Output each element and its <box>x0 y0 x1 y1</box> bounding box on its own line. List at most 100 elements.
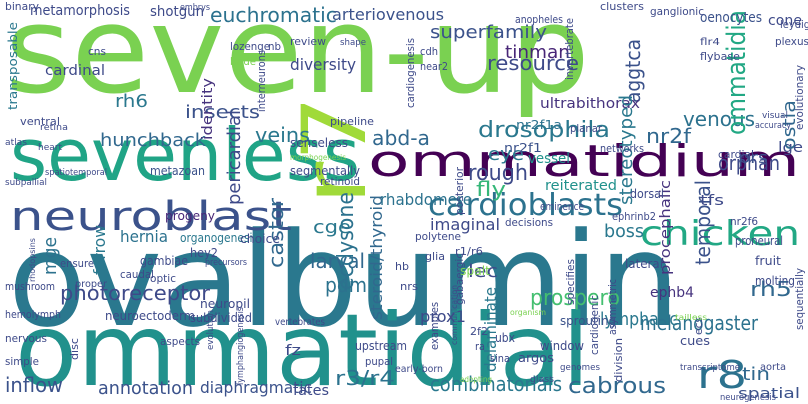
word: lymphatic <box>600 309 678 330</box>
word: adopting <box>460 375 492 384</box>
word: hey2 <box>190 246 218 260</box>
word: asymmetric <box>606 279 619 335</box>
word: mge <box>40 237 61 275</box>
word: r7 <box>283 95 386 205</box>
word: sprouting <box>560 314 616 328</box>
word: ventral <box>20 115 60 128</box>
word: anopheles <box>515 13 563 26</box>
word: ubx <box>495 331 515 345</box>
word: cabrous <box>568 374 666 399</box>
word: ecdysone <box>334 192 359 290</box>
word: ommatidia <box>722 10 752 135</box>
word: venous <box>683 107 755 131</box>
word: cns <box>88 45 106 58</box>
word: atlas <box>5 138 27 148</box>
word: organogenesis <box>180 231 258 245</box>
word: r8 <box>697 353 747 397</box>
word: ecs <box>692 317 705 335</box>
word: ganglionic <box>650 5 704 18</box>
word: tailless <box>675 313 707 322</box>
word: rh5 <box>750 277 792 301</box>
word: review <box>290 35 326 48</box>
word: plexus <box>775 35 808 48</box>
word: arteriovenous <box>332 5 444 24</box>
word: gambiae <box>140 254 188 268</box>
word: tin <box>742 364 770 385</box>
word: specifies <box>564 259 577 305</box>
word: decisions <box>505 216 553 229</box>
word: simple <box>5 355 39 368</box>
word: networks <box>600 142 644 155</box>
word: shape <box>340 38 366 48</box>
word: morphogenesis <box>290 153 346 162</box>
word: proper <box>75 279 108 290</box>
word: r1/r6 <box>455 245 483 258</box>
word: drosophila <box>478 118 610 143</box>
word: visual <box>762 111 788 121</box>
word: pupal <box>365 355 393 368</box>
word: seven-up <box>5 0 590 121</box>
word: abd-a <box>372 126 430 150</box>
word: insects <box>185 102 260 123</box>
word: hb <box>395 260 409 273</box>
word: lozenge <box>230 40 270 53</box>
word: aspects <box>160 335 200 348</box>
word: boss <box>604 221 644 242</box>
word: accuracy <box>755 121 792 131</box>
word: euchromatic <box>210 3 337 27</box>
word: transcriptome <box>680 363 740 373</box>
word: leydig <box>780 18 808 31</box>
word: molting <box>755 274 795 288</box>
word: delaminate <box>481 287 500 372</box>
word: neuroblast <box>10 194 292 240</box>
word: ovalbumin <box>8 204 680 356</box>
word: cardiogenesis <box>404 38 417 108</box>
word: fly <box>476 177 506 201</box>
word: division <box>612 338 625 382</box>
word: veins <box>255 123 310 147</box>
word: temporal <box>691 180 715 265</box>
word: proneural <box>735 234 783 248</box>
word: communication <box>450 285 459 345</box>
word: disc <box>68 338 81 360</box>
word: cardinal <box>45 63 105 79</box>
word: steroid/thyroid <box>367 195 386 320</box>
word: early-born <box>395 364 443 375</box>
word: retinoid <box>320 175 360 188</box>
word: neuropil <box>200 297 250 311</box>
word: aggtca <box>621 39 645 103</box>
word: flybase <box>700 50 740 63</box>
word: embrys <box>180 3 210 13</box>
word: pericardial <box>224 110 245 205</box>
word: combinatorials <box>430 372 562 396</box>
word: subdivided <box>190 311 252 325</box>
word: retina <box>40 123 68 133</box>
word: hunchback <box>100 130 207 151</box>
word: fates <box>293 383 329 399</box>
word: photoreceptor <box>60 281 211 305</box>
word: prs <box>738 148 768 167</box>
word: spatiotemporal <box>45 168 107 178</box>
word: spalt <box>460 264 490 278</box>
word: nr2f <box>646 124 692 148</box>
word: vertebrates <box>275 317 325 328</box>
word: cge <box>313 217 351 238</box>
word: rhabdomere <box>380 190 472 209</box>
word: rough <box>468 161 528 186</box>
word: identity <box>200 78 216 140</box>
word: sequentially <box>793 268 806 330</box>
word: lec <box>468 261 498 282</box>
word: polytene <box>415 230 461 243</box>
word: cdh <box>420 45 438 58</box>
word: nervous <box>5 332 47 345</box>
word: argos <box>518 351 554 365</box>
word: superfamily <box>430 22 547 43</box>
word: invertebrate <box>563 18 576 80</box>
word: optic <box>150 272 176 285</box>
word: mushroom <box>5 280 55 293</box>
word: gabaergic <box>453 253 466 305</box>
word: larval <box>310 249 365 273</box>
word: progeny <box>165 209 215 223</box>
word: hernia <box>120 227 168 246</box>
